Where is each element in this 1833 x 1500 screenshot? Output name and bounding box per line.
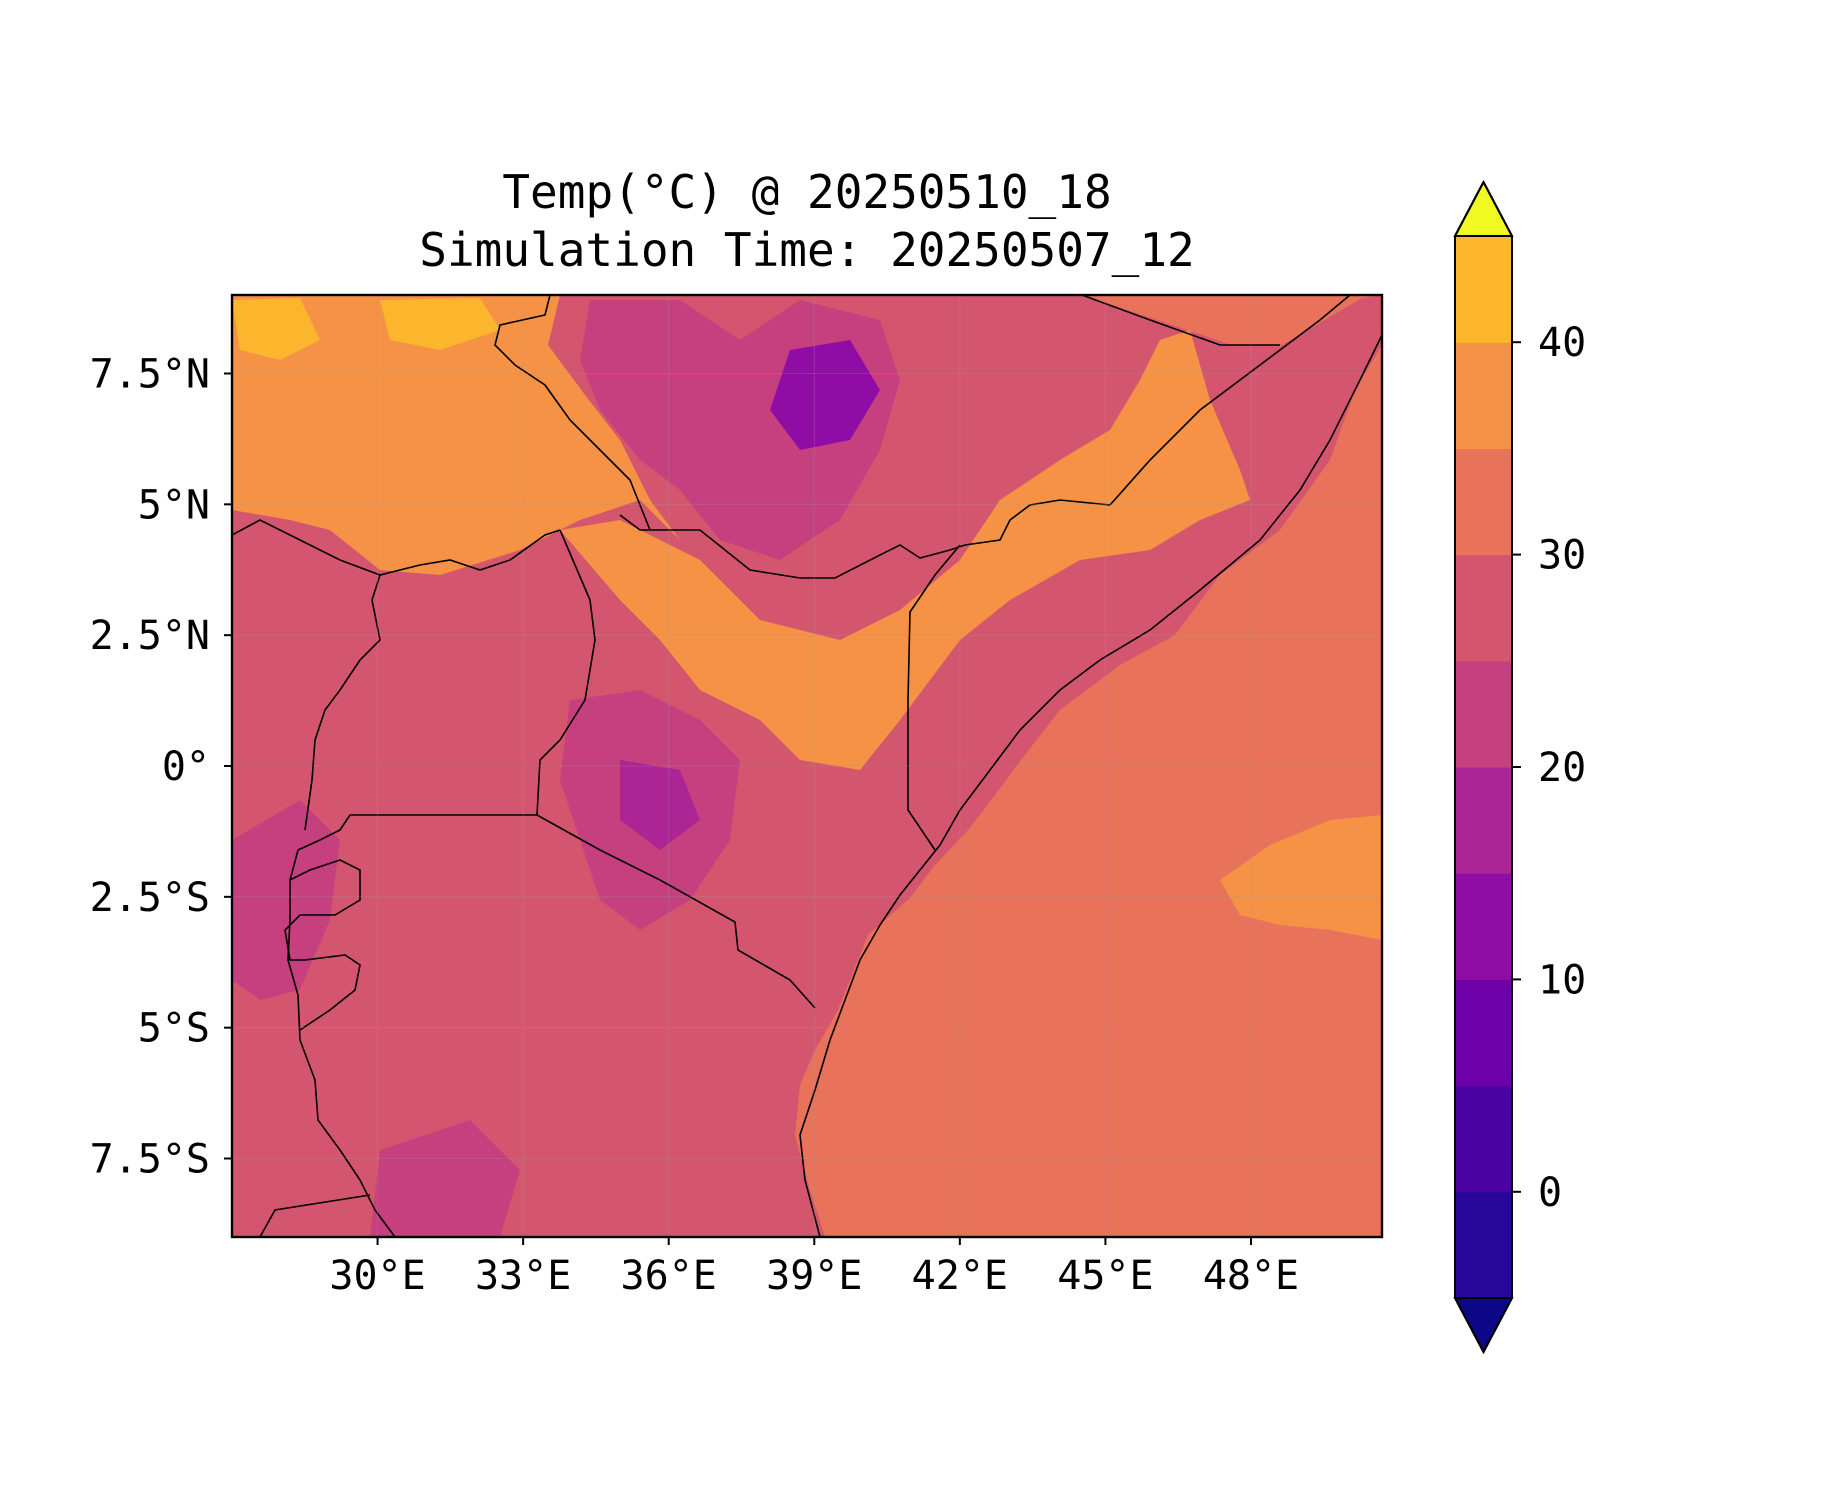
border-south-sudan-uganda (232, 519, 561, 576)
border-sudan-ethiopia (494, 295, 651, 531)
y-tick-label: 7.5°N (90, 352, 210, 398)
x-tick-label: 33°E (475, 1253, 571, 1299)
cold-zone-kenya-highlands (620, 760, 700, 850)
colorbar-segment (1455, 554, 1512, 662)
y-axis: 7.5°N 5°N 2.5°N 0° 2.5°S 5°S 7.5°S (90, 352, 232, 1183)
colorbar-segment (1455, 1191, 1512, 1299)
colorbar-segment (1455, 1085, 1512, 1193)
border-kenya-tanzania (536, 814, 816, 1009)
cool-zone-western-rift (232, 800, 340, 1000)
coastline-east-africa (799, 334, 1382, 1237)
chart-subtitle: Simulation Time: 20250507_12 (419, 223, 1195, 277)
cold-zone-ethiopian-highlands (770, 340, 880, 450)
x-tick-label: 45°E (1057, 1253, 1153, 1299)
colorbar-tick-label: 30 (1538, 533, 1586, 579)
x-tick-label: 30°E (329, 1253, 425, 1299)
colorbar-tick-label: 20 (1538, 745, 1586, 791)
colorbar: 0 10 20 30 40 (1453, 179, 1586, 1355)
colorbar-tick-label: 10 (1538, 957, 1586, 1003)
x-tick-label: 36°E (621, 1253, 717, 1299)
x-axis: 30°E 33°E 36°E 39°E 42°E 45°E 48°E (329, 1237, 1299, 1299)
y-tick-label: 5°S (138, 1006, 210, 1052)
colorbar-tick-label: 40 (1538, 320, 1586, 366)
temperature-field (232, 295, 1382, 1237)
border-ethiopia-somalia (1109, 295, 1351, 506)
y-tick-label: 0° (162, 744, 210, 790)
colorbar-extend-high (1453, 179, 1514, 237)
colorbar-outline (1454, 181, 1513, 1355)
x-tick-label: 39°E (766, 1253, 862, 1299)
gridlines (232, 295, 1382, 1237)
border-uganda-drc (304, 574, 381, 831)
y-tick-label: 2.5°N (90, 613, 210, 659)
hot-zone-ocean (1220, 815, 1382, 940)
x-tick-label: 42°E (912, 1253, 1008, 1299)
colorbar-segment (1455, 342, 1512, 449)
hot-zone-north (232, 295, 680, 575)
country-borders (232, 295, 1382, 1237)
colorbar-tick-label: 0 (1538, 1170, 1562, 1216)
hot-zone-east-africa (560, 330, 1250, 770)
border-somaliland (1081, 295, 1280, 346)
colorbar-segment (1455, 660, 1512, 768)
border-kenya-somalia (907, 544, 961, 851)
colorbar-segment (1455, 767, 1512, 874)
border-ethiopia-kenya (619, 499, 1111, 579)
y-tick-label: 2.5°S (90, 875, 210, 921)
very-hot-zone-2 (380, 298, 500, 350)
very-hot-zone-1 (232, 298, 320, 360)
y-tick-label: 7.5°S (90, 1137, 210, 1183)
cool-zone-southwest (370, 1120, 520, 1237)
x-tick-label: 48°E (1203, 1253, 1299, 1299)
colorbar-segment (1455, 979, 1512, 1087)
colorbar-extend-low (1453, 1297, 1514, 1355)
border-rwanda-burundi (284, 859, 361, 1031)
border-tanzania-west (287, 814, 537, 1237)
colorbar-segment (1455, 236, 1512, 343)
y-tick-label: 5°N (138, 482, 210, 528)
chart-title: Temp(°C) @ 20250510_18 (502, 165, 1112, 219)
border-zambia (259, 1194, 371, 1237)
colorbar-segment (1455, 873, 1512, 980)
border-uganda-kenya (536, 529, 596, 816)
colorbar-segment (1455, 448, 1512, 556)
